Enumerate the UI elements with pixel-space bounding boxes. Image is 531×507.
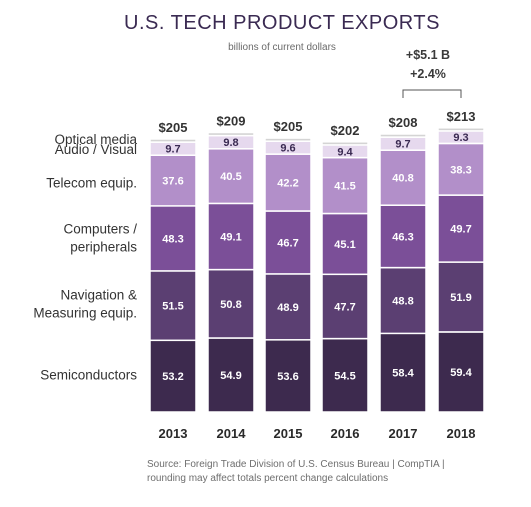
value-label-audio-visual-2015: 9.6 — [280, 143, 295, 155]
value-label-semiconductors-2015: 53.6 — [277, 371, 298, 383]
change-annotation: +$5.1 B +2.4% — [402, 48, 462, 98]
total-label-2018: $213 — [447, 109, 476, 124]
bar-semiconductors-2014 — [207, 337, 255, 413]
chart-subtitle: billions of current dollars — [228, 42, 336, 53]
bar-semiconductors-2015 — [264, 339, 312, 413]
bar-telecom-equip-2013 — [149, 154, 197, 207]
bar-group: 53.2 51.5 48.3 37.6 9.7 $205 54.9 50.8 49.1 40.5 9… — [149, 109, 485, 413]
year-label-2018: 2018 — [447, 426, 476, 441]
year-label-2014: 2014 — [217, 426, 247, 441]
value-label-telecom-equip-2017: 40.8 — [392, 173, 413, 185]
value-label-navigation-measuring-equip-2018: 51.9 — [450, 292, 471, 304]
value-label-semiconductors-2013: 53.2 — [162, 371, 183, 383]
series-label-optical-media-line-1: Optical media — [54, 132, 137, 147]
series-label-telecom-equip-line-1: Telecom equip. — [46, 176, 137, 191]
bar-optical-media-2017 — [379, 133, 427, 138]
bar-computers-peripherals-2016 — [321, 212, 369, 276]
total-label-2017: $208 — [389, 115, 418, 130]
bar-telecom-equip-2016 — [321, 156, 369, 215]
value-label-navigation-measuring-equip-2016: 47.7 — [334, 301, 355, 313]
bar-optical-media-2015 — [264, 137, 312, 142]
value-label-navigation-measuring-equip-2017: 48.8 — [392, 295, 413, 307]
total-label-2016: $202 — [331, 123, 360, 138]
bar-optical-media-2016 — [321, 141, 369, 146]
source-note-line-1: Source: Foreign Trade Division of U.S. C… — [147, 459, 445, 470]
year-label-2017: 2017 — [389, 426, 418, 441]
bar-optical-media-2014 — [207, 131, 255, 137]
annotation-line-2: +2.4% — [410, 67, 446, 81]
bar-optical-media-2018 — [437, 127, 485, 132]
series-label-navigation-measuring-equip-line-1: Navigation & — [60, 287, 137, 302]
bar-navigation-measuring-equip-2016 — [321, 273, 369, 340]
value-label-semiconductors-2016: 54.5 — [334, 370, 355, 382]
value-label-computers-peripherals-2018: 49.7 — [450, 224, 471, 236]
bar-telecom-equip-2017 — [379, 149, 427, 206]
series-label-computers-peripherals-line-2: peripherals — [70, 240, 137, 255]
value-label-computers-peripherals-2014: 49.1 — [220, 232, 241, 244]
bar-computers-peripherals-2015 — [264, 210, 312, 275]
series-labels: Semiconductors Navigation & Measuring equi… — [33, 132, 137, 382]
value-label-audio-visual-2018: 9.3 — [453, 132, 468, 144]
bar-telecom-equip-2018 — [437, 142, 485, 196]
value-label-computers-peripherals-2015: 46.7 — [277, 237, 298, 249]
bar-computers-peripherals-2018 — [437, 194, 485, 263]
total-label-2014: $209 — [217, 114, 246, 129]
year-label-2016: 2016 — [331, 426, 360, 441]
total-label-2013: $205 — [159, 120, 188, 135]
bar-optical-media-2013 — [149, 138, 197, 143]
value-label-telecom-equip-2014: 40.5 — [220, 171, 241, 183]
bar-navigation-measuring-equip-2013 — [149, 270, 197, 342]
series-label-navigation-measuring-equip-line-2: Measuring equip. — [33, 305, 137, 320]
value-label-computers-peripherals-2013: 48.3 — [162, 233, 183, 245]
source-note-line-2: rounding may affect totals percent chang… — [147, 473, 388, 484]
bar-computers-peripherals-2013 — [149, 205, 197, 272]
value-label-computers-peripherals-2016: 45.1 — [334, 239, 355, 251]
value-label-computers-peripherals-2017: 46.3 — [392, 231, 413, 243]
value-label-telecom-equip-2018: 38.3 — [450, 164, 471, 176]
value-label-navigation-measuring-equip-2013: 51.5 — [162, 301, 183, 313]
value-label-semiconductors-2017: 58.4 — [392, 368, 414, 380]
bar-semiconductors-2016 — [321, 337, 369, 413]
bar-navigation-measuring-equip-2017 — [379, 266, 427, 335]
bar-navigation-measuring-equip-2018 — [437, 261, 485, 333]
bar-semiconductors-2017 — [379, 332, 427, 413]
value-label-audio-visual-2016: 9.4 — [337, 146, 353, 158]
value-label-navigation-measuring-equip-2014: 50.8 — [220, 299, 241, 311]
year-label-2015: 2015 — [274, 426, 303, 441]
bar-computers-peripherals-2014 — [207, 202, 255, 271]
value-label-audio-visual-2017: 9.7 — [395, 139, 410, 151]
value-label-audio-visual-2014: 9.8 — [223, 137, 238, 149]
annotation-line-1: +$5.1 B — [406, 48, 450, 62]
series-label-semiconductors-line-1: Semiconductors — [40, 368, 137, 383]
value-label-semiconductors-2014: 54.9 — [220, 370, 241, 382]
value-label-navigation-measuring-equip-2015: 48.9 — [277, 302, 298, 314]
value-label-telecom-equip-2016: 41.5 — [334, 181, 355, 193]
value-label-telecom-equip-2015: 42.2 — [277, 178, 298, 190]
value-label-telecom-equip-2013: 37.6 — [162, 176, 183, 188]
annotation-bracket — [402, 89, 462, 98]
value-label-semiconductors-2018: 59.4 — [450, 367, 472, 379]
bar-semiconductors-2018 — [437, 331, 485, 413]
bar-telecom-equip-2015 — [264, 153, 312, 212]
year-axis: 2013 2014 2015 2016 2017 2018 — [159, 426, 476, 441]
chart-title: U.S. TECH PRODUCT EXPORTS — [124, 12, 440, 34]
year-label-2013: 2013 — [159, 426, 188, 441]
series-label-audio-visual-line-1: Audio / Visual — [55, 142, 137, 157]
value-label-audio-visual-2013: 9.7 — [165, 144, 180, 156]
total-label-2015: $205 — [274, 119, 303, 134]
series-label-computers-peripherals-line-1: Computers / — [63, 222, 137, 237]
